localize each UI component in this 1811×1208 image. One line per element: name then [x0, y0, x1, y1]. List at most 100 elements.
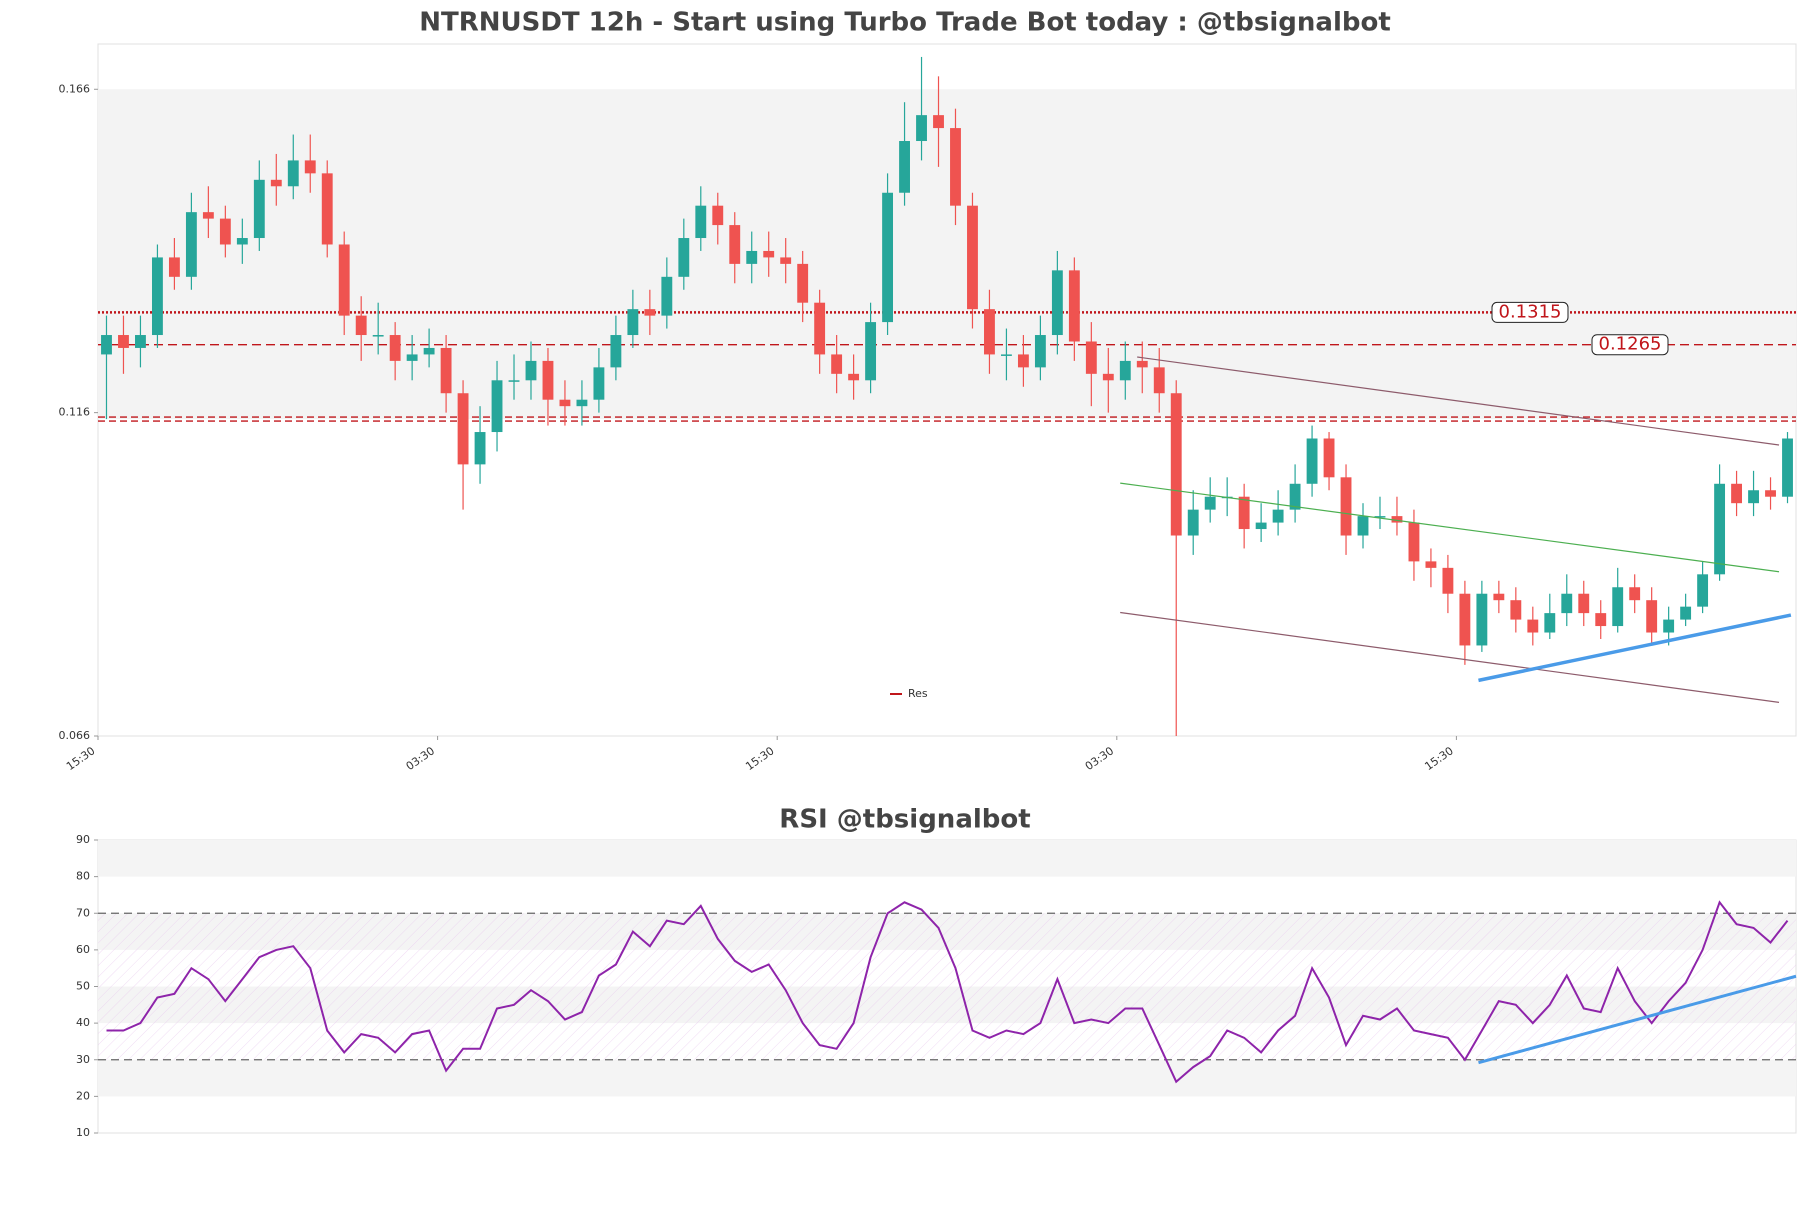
- candle-body: [185, 212, 197, 277]
- y-tick-label: 20: [76, 1089, 90, 1102]
- candle-body: [1408, 522, 1420, 562]
- candle-body: [355, 315, 367, 336]
- candle-body: [474, 432, 486, 465]
- candle-body: [1527, 619, 1539, 633]
- candle-body: [1748, 490, 1759, 504]
- candle-body: [559, 399, 571, 407]
- candle-body: [202, 212, 214, 219]
- x-tick-label: 03:30: [404, 744, 437, 773]
- candle-body: [1374, 516, 1386, 518]
- level-label-box: [1491, 301, 1569, 323]
- candle-body: [542, 360, 554, 400]
- candle-body: [1000, 354, 1012, 356]
- candle-body: [1017, 354, 1029, 368]
- candle-body: [1646, 600, 1658, 633]
- x-tick-label: 15:30: [64, 744, 97, 773]
- trend-line: [1120, 482, 1780, 573]
- level-label-box: [1591, 334, 1669, 356]
- candle-body: [1323, 438, 1335, 478]
- candle-body: [780, 257, 792, 264]
- candle-body: [1561, 593, 1573, 614]
- candle-body: [1578, 593, 1590, 614]
- rsi-line: [106, 900, 1789, 1084]
- y-tick-label: 80: [76, 870, 90, 883]
- candle-body: [1136, 360, 1148, 368]
- y-tick-label: 0.066: [59, 729, 91, 742]
- chart-title: RSI @tbsignalbot: [779, 805, 1030, 835]
- candle-body: [746, 250, 758, 264]
- candle-body: [610, 335, 622, 368]
- candle-body: [1255, 522, 1267, 530]
- zone: [98, 89, 1796, 420]
- candle-body: [1170, 393, 1182, 536]
- candle-body: [1782, 438, 1793, 497]
- candle-body: [678, 238, 690, 277]
- candle-body: [304, 160, 316, 174]
- candle-body: [593, 367, 605, 400]
- candle-body: [338, 244, 350, 316]
- candle-body: [1153, 367, 1165, 394]
- band: [98, 840, 1796, 877]
- candle-body: [1510, 600, 1522, 620]
- candle-body: [1629, 587, 1641, 601]
- candle-body: [865, 322, 877, 381]
- candle-body: [1493, 593, 1505, 601]
- candle-body: [389, 335, 401, 361]
- y-tick-label: 60: [76, 943, 90, 956]
- candle-body: [831, 354, 843, 374]
- candle-body: [1119, 360, 1131, 381]
- trend-line: [1478, 974, 1797, 1065]
- candle-body: [1238, 496, 1250, 530]
- candle-body: [1663, 619, 1675, 633]
- candle-body: [1731, 483, 1743, 504]
- candle-body: [1442, 567, 1454, 594]
- chart-title: NTRNUSDT 12h - Start using Turbo Trade B…: [419, 8, 1391, 38]
- candle-body: [1697, 574, 1709, 607]
- candle-body: [253, 179, 265, 239]
- candle-body: [423, 347, 435, 355]
- candle-body: [270, 179, 282, 187]
- candle-body: [814, 302, 826, 355]
- candle-body: [457, 393, 469, 465]
- candle-body: [236, 238, 248, 245]
- candle-body: [321, 173, 333, 245]
- candle-body: [644, 309, 656, 316]
- y-tick-label: 0.116: [59, 406, 91, 419]
- candle-body: [1544, 613, 1556, 633]
- candle-body: [491, 380, 503, 433]
- trend-line: [1137, 356, 1780, 446]
- candle-body: [1034, 335, 1046, 368]
- level-label: 0.1315: [1499, 301, 1562, 322]
- candle-body: [1187, 509, 1199, 536]
- x-tick-label: 15:30: [743, 744, 776, 773]
- candle-body: [848, 373, 860, 381]
- candle-body: [135, 335, 146, 348]
- candle-body: [882, 192, 894, 323]
- candle-body: [967, 205, 978, 310]
- candle-body: [1765, 490, 1776, 497]
- candle-body: [627, 309, 639, 336]
- candle-body: [1425, 561, 1437, 568]
- candle-body: [287, 160, 299, 187]
- candle-body: [1204, 496, 1216, 510]
- candle-body: [168, 257, 180, 277]
- candle-body: [1068, 270, 1080, 342]
- candle-body: [712, 205, 724, 226]
- candle-body: [1340, 477, 1352, 536]
- y-tick-label: 90: [76, 833, 90, 846]
- candle-body: [508, 380, 520, 382]
- candle-body: [695, 205, 707, 239]
- candle-body: [950, 128, 961, 206]
- candle-body: [219, 218, 231, 245]
- candle-body: [525, 360, 537, 381]
- candle-body: [1459, 593, 1471, 646]
- candle-body: [1272, 509, 1284, 523]
- candle-body: [1085, 341, 1097, 374]
- trend-line: [1120, 611, 1780, 703]
- candle-body: [729, 225, 741, 264]
- candle-body: [118, 335, 129, 348]
- candle-body: [440, 347, 452, 394]
- y-tick-label: 70: [76, 906, 90, 919]
- candle-body: [101, 335, 112, 355]
